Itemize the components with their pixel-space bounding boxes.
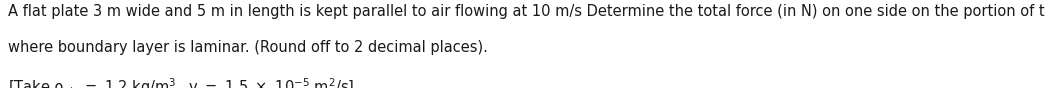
Text: $\mathsf{[Take\ \rho_{air}\ =\ 1.2\ kg/m^{3},\ v\ =\ 1.5\ \times\ 10^{-5}\ m^{2}: $\mathsf{[Take\ \rho_{air}\ =\ 1.2\ kg/m… [8, 77, 354, 88]
Text: where boundary layer is laminar. (Round off to 2 decimal places).: where boundary layer is laminar. (Round … [8, 40, 488, 55]
Text: A flat plate 3 m wide and 5 m in length is kept parallel to air flowing at 10 m/: A flat plate 3 m wide and 5 m in length … [8, 4, 1045, 19]
